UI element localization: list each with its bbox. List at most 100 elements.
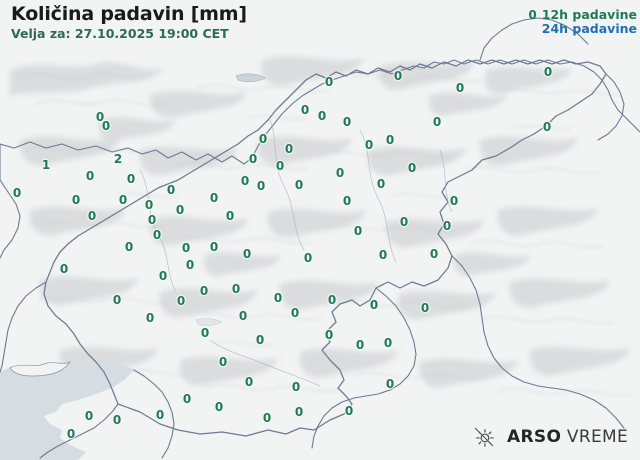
station-value[interactable]: 0 xyxy=(262,411,272,425)
station-value[interactable]: 0 xyxy=(182,392,192,406)
station-value[interactable]: 0 xyxy=(393,69,403,83)
coastal-detail xyxy=(9,361,72,377)
neighbouring-borders xyxy=(0,17,640,459)
station-value[interactable]: 0 xyxy=(238,309,248,323)
station-value[interactable]: 0 xyxy=(353,224,363,238)
station-value[interactable]: 0 xyxy=(71,193,81,207)
station-value[interactable]: 0 xyxy=(284,142,294,156)
station-value[interactable]: 0 xyxy=(12,186,22,200)
station-value[interactable]: 0 xyxy=(378,248,388,262)
station-value[interactable]: 0 xyxy=(327,293,337,307)
station-value[interactable]: 1 xyxy=(41,158,51,172)
brand-logo[interactable]: ARSO VREME xyxy=(473,426,628,448)
station-value[interactable]: 0 xyxy=(383,336,393,350)
station-value[interactable]: 0 xyxy=(240,174,250,188)
legend-item-12h[interactable]: 0 12h padavine xyxy=(528,7,637,23)
legend-label-12h: 12h padavine xyxy=(541,7,637,22)
station-value[interactable]: 0 xyxy=(324,75,334,89)
station-value[interactable]: 0 xyxy=(145,311,155,325)
legend-item-24h[interactable]: 0 24h padavine xyxy=(528,22,637,36)
station-value[interactable]: 0 xyxy=(258,132,268,146)
station-value[interactable]: 0 xyxy=(364,138,374,152)
station-value[interactable]: 0 xyxy=(324,328,334,342)
station-value[interactable]: 0 xyxy=(147,213,157,227)
station-value[interactable]: 0 xyxy=(300,103,310,117)
station-value[interactable]: 0 xyxy=(407,161,417,175)
station-value[interactable]: 0 xyxy=(385,133,395,147)
brand-name: ARSO xyxy=(507,427,562,447)
slovenia-border[interactable] xyxy=(43,59,607,437)
station-value[interactable]: 0 xyxy=(385,377,395,391)
station-value[interactable]: 0 xyxy=(369,298,379,312)
legend-sample-12h: 0 xyxy=(528,8,537,22)
station-value[interactable]: 0 xyxy=(231,282,241,296)
station-value[interactable]: 2 xyxy=(113,152,123,166)
brand-text: ARSO VREME xyxy=(507,427,628,447)
station-value[interactable]: 0 xyxy=(209,240,219,254)
station-value[interactable]: 0 xyxy=(291,380,301,394)
station-value[interactable]: 0 xyxy=(429,247,439,261)
station-value[interactable]: 0 xyxy=(294,405,304,419)
station-value[interactable]: 0 xyxy=(185,258,195,272)
station-value[interactable]: 0 xyxy=(273,291,283,305)
station-value[interactable]: 0 xyxy=(112,293,122,307)
adriatic-sea xyxy=(0,360,134,460)
station-value[interactable]: 0 xyxy=(420,301,430,315)
station-value[interactable]: 0 xyxy=(95,110,105,124)
station-value[interactable]: 0 xyxy=(455,81,465,95)
station-value[interactable]: 0 xyxy=(342,194,352,208)
station-value[interactable]: 0 xyxy=(303,251,313,265)
station-value[interactable]: 0 xyxy=(244,375,254,389)
station-value[interactable]: 0 xyxy=(342,115,352,129)
station-value[interactable]: 0 xyxy=(214,400,224,414)
station-value[interactable]: 0 xyxy=(166,183,176,197)
station-value[interactable]: 0 xyxy=(542,120,552,134)
station-value[interactable]: 0 xyxy=(101,119,111,133)
station-value[interactable]: 0 xyxy=(200,326,210,340)
station-value[interactable]: 0 xyxy=(126,172,136,186)
station-value[interactable]: 0 xyxy=(218,355,228,369)
lakes-and-rivers xyxy=(139,73,453,387)
sun-rays-icon xyxy=(474,427,494,447)
legend: 0 12h padavine 0 24h padavine xyxy=(528,8,637,36)
station-value[interactable]: 0 xyxy=(442,219,452,233)
station-value[interactable]: 0 xyxy=(144,198,154,212)
station-value[interactable]: 0 xyxy=(176,294,186,308)
station-value[interactable]: 0 xyxy=(294,178,304,192)
station-value[interactable]: 0 xyxy=(449,194,459,208)
station-value[interactable]: 0 xyxy=(124,240,134,254)
station-value[interactable]: 0 xyxy=(335,166,345,180)
station-value[interactable]: 0 xyxy=(199,284,209,298)
station-value[interactable]: 0 xyxy=(59,262,69,276)
station-value[interactable]: 0 xyxy=(85,169,95,183)
station-value[interactable]: 0 xyxy=(112,413,122,427)
station-value[interactable]: 0 xyxy=(84,409,94,423)
station-value[interactable]: 0 xyxy=(209,191,219,205)
station-value[interactable]: 0 xyxy=(275,159,285,173)
station-value[interactable]: 0 xyxy=(399,215,409,229)
station-value[interactable]: 0 xyxy=(248,152,258,166)
legend-label-24h: 24h padavine xyxy=(541,21,637,36)
station-value[interactable]: 0 xyxy=(290,306,300,320)
station-value[interactable]: 0 xyxy=(87,209,97,223)
station-value[interactable]: 0 xyxy=(256,179,266,193)
station-value[interactable]: 0 xyxy=(66,427,76,441)
station-value[interactable]: 0 xyxy=(181,241,191,255)
station-value[interactable]: 0 xyxy=(543,65,553,79)
brand-suffix: VREME xyxy=(561,427,628,447)
station-value[interactable]: 0 xyxy=(242,247,252,261)
station-value[interactable]: 0 xyxy=(344,404,354,418)
station-value[interactable]: 0 xyxy=(225,209,235,223)
station-value[interactable]: 0 xyxy=(158,269,168,283)
station-value[interactable]: 0 xyxy=(376,177,386,191)
station-value[interactable]: 0 xyxy=(155,408,165,422)
station-value[interactable]: 0 xyxy=(355,338,365,352)
station-value[interactable]: 0 xyxy=(317,109,327,123)
station-value[interactable]: 0 xyxy=(255,333,265,347)
station-value[interactable]: 0 xyxy=(432,115,442,129)
station-value[interactable]: 0 xyxy=(175,203,185,217)
station-value[interactable]: 0 xyxy=(152,228,162,242)
station-value[interactable]: 0 xyxy=(118,193,128,207)
